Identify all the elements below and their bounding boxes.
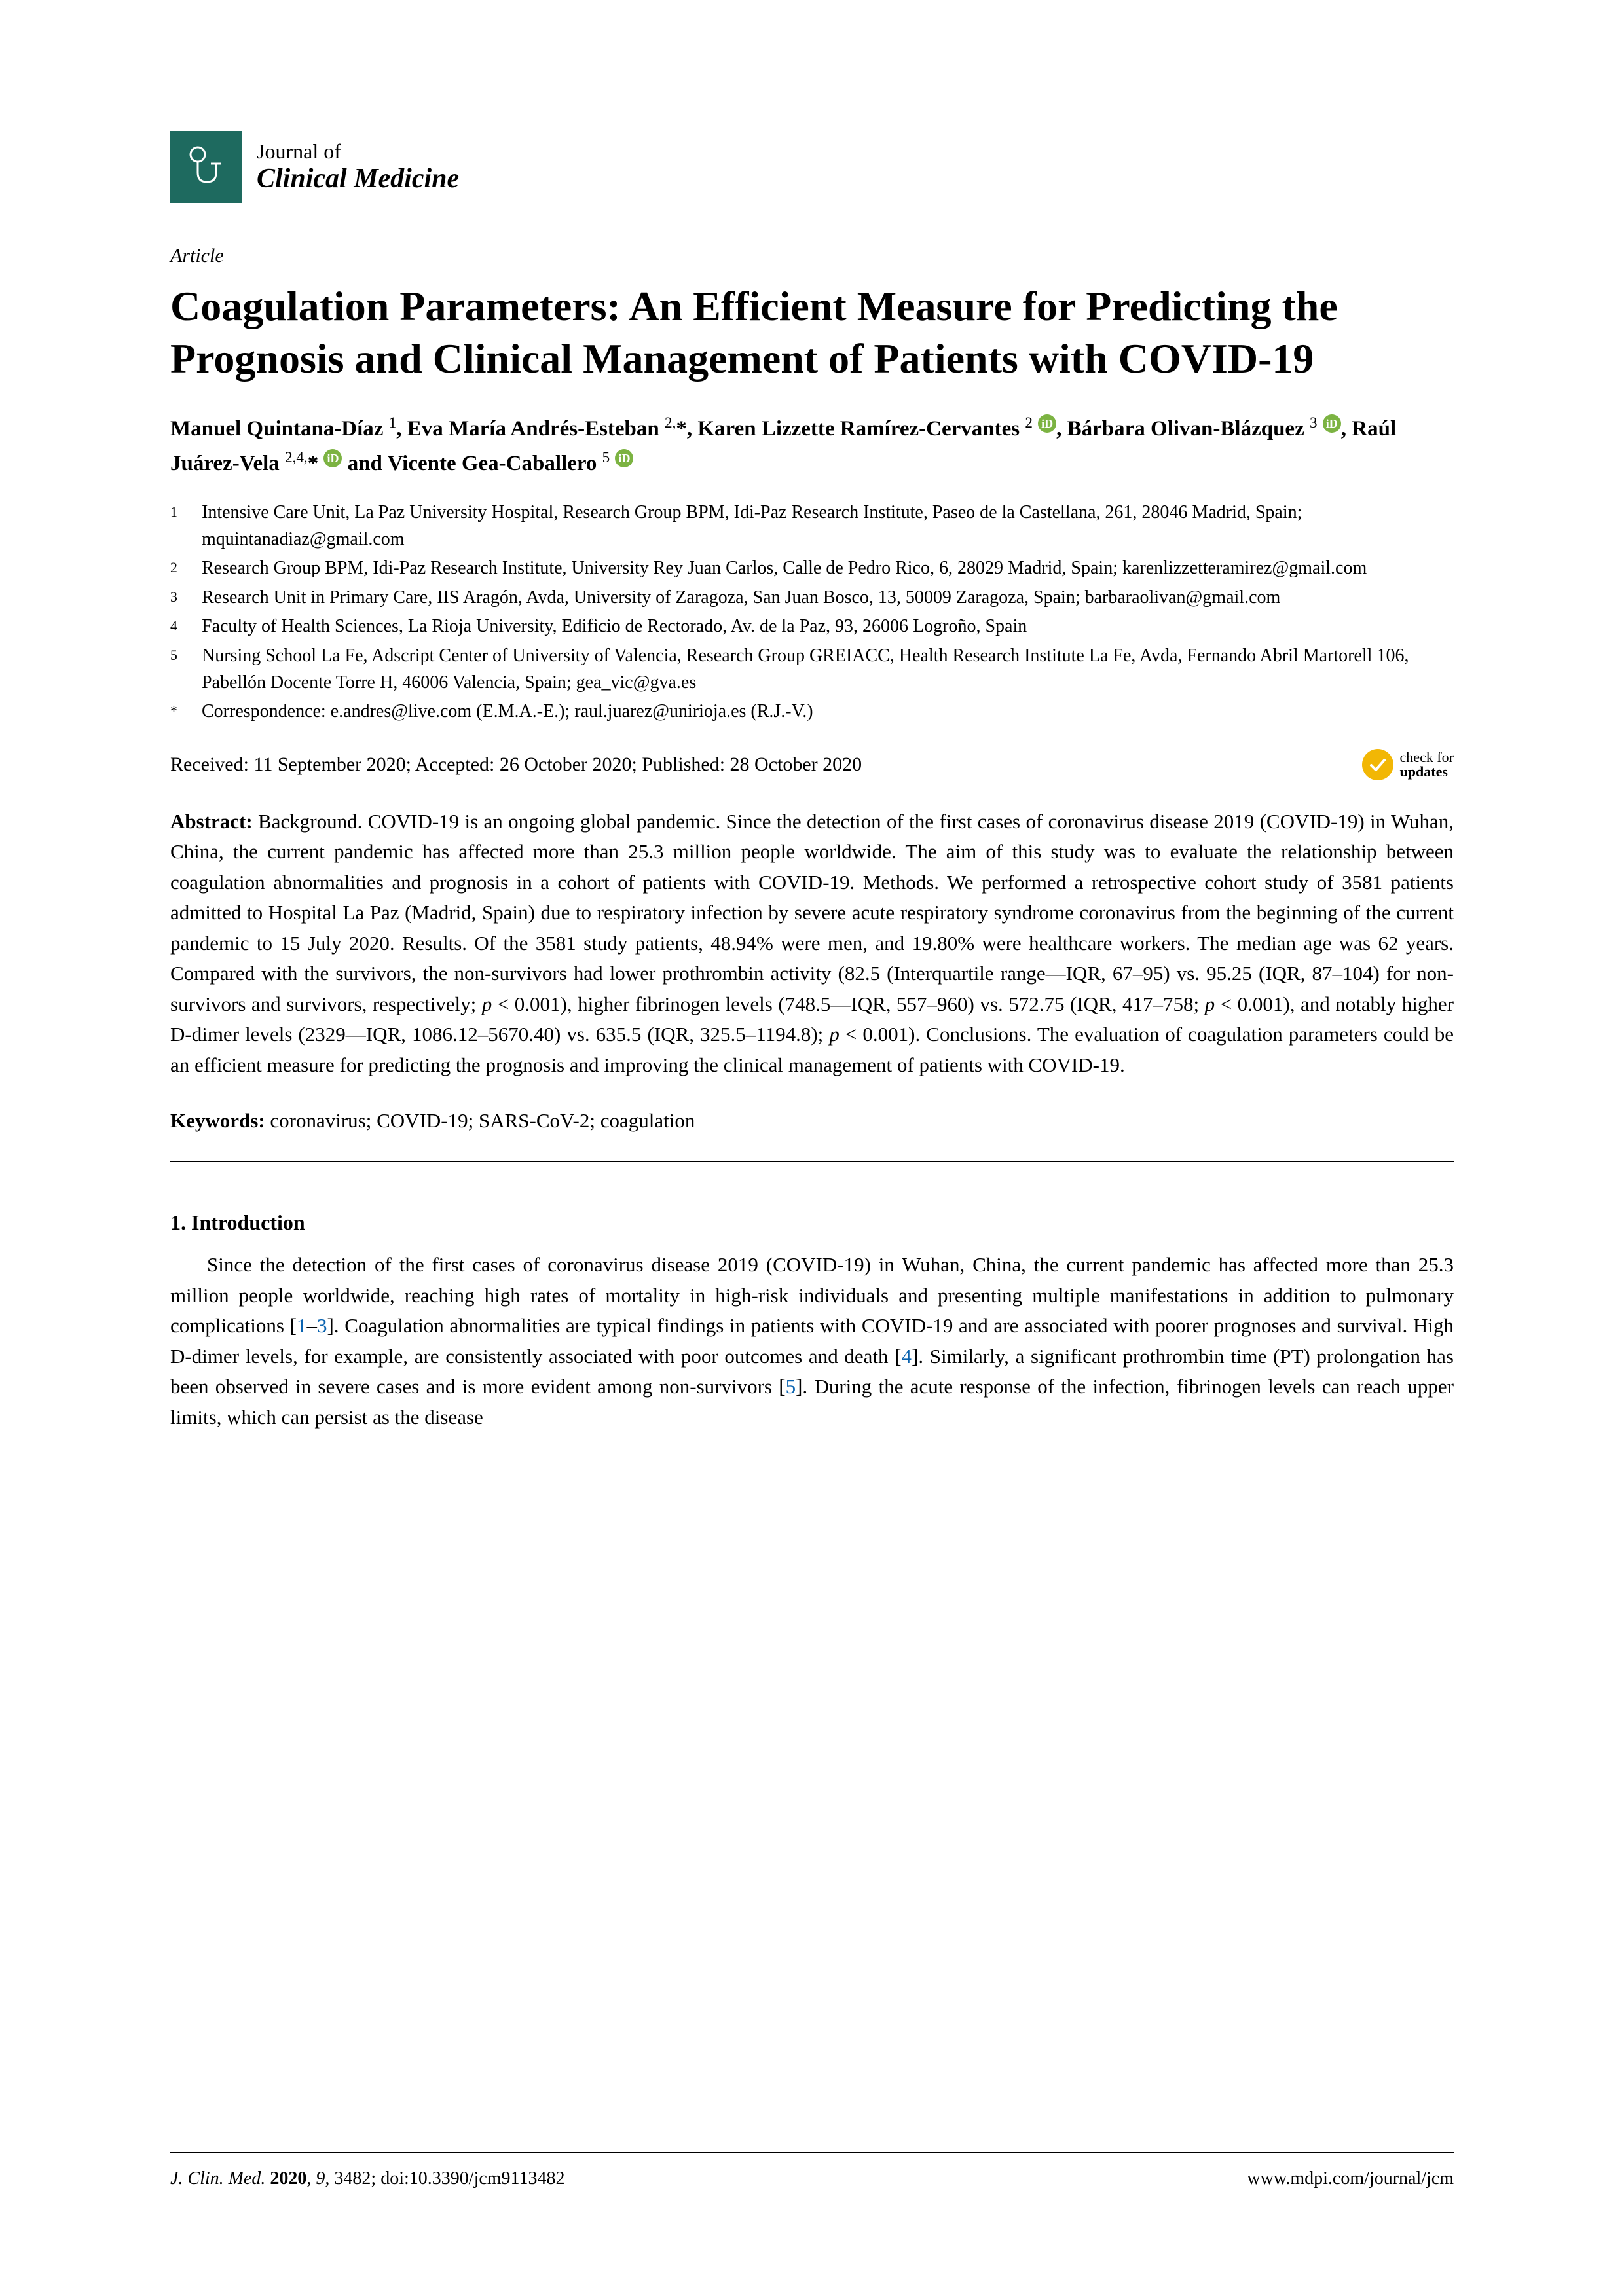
abstract: Abstract: Background. COVID-19 is an ong…: [170, 807, 1454, 1081]
affiliation-number: *: [170, 699, 190, 725]
page-footer: J. Clin. Med. 2020, 9, 3482; doi:10.3390…: [170, 2152, 1454, 2191]
journal-name: Journal of Clinical Medicine: [257, 140, 459, 193]
affiliation-text: Research Group BPM, Idi-Paz Research Ins…: [202, 555, 1454, 582]
affiliation-text: Correspondence: e.andres@live.com (E.M.A…: [202, 699, 1454, 725]
affiliation-row: 5Nursing School La Fe, Adscript Center o…: [170, 643, 1454, 696]
dates-row: Received: 11 September 2020; Accepted: 2…: [170, 749, 1454, 780]
affiliation-text: Research Unit in Primary Care, IIS Aragó…: [202, 585, 1454, 611]
keywords-label: Keywords:: [170, 1109, 265, 1132]
affiliation-text: Intensive Care Unit, La Paz University H…: [202, 500, 1454, 553]
abstract-text: Background. COVID-19 is an ongoing globa…: [170, 810, 1454, 1076]
orcid-icon: iD: [1323, 414, 1341, 433]
introduction-paragraph: Since the detection of the first cases o…: [170, 1250, 1454, 1432]
journal-name-line1: Journal of: [257, 140, 459, 163]
check-updates-label: check for updates: [1400, 750, 1454, 779]
affiliation-row: 2 Research Group BPM, Idi-Paz Research In…: [170, 555, 1454, 582]
citation-link[interactable]: 4: [902, 1345, 912, 1368]
journal-name-line2: Clinical Medicine: [257, 164, 459, 194]
section-heading: 1. Introduction: [170, 1208, 1454, 1237]
citation-link[interactable]: 1: [297, 1314, 307, 1337]
affiliations-block: 1Intensive Care Unit, La Paz University …: [170, 500, 1454, 725]
article-title: Coagulation Parameters: An Efficient Mea…: [170, 280, 1454, 385]
affiliation-row: 4 Faculty of Health Sciences, La Rioja Un…: [170, 613, 1454, 640]
affiliation-row: 1Intensive Care Unit, La Paz University …: [170, 500, 1454, 553]
affiliation-row: 3 Research Unit in Primary Care, IIS Arag…: [170, 585, 1454, 611]
affiliation-number: 1: [170, 500, 190, 553]
publication-dates: Received: 11 September 2020; Accepted: 2…: [170, 751, 862, 778]
journal-logo-icon: [170, 131, 242, 203]
citation-link[interactable]: 3: [317, 1314, 327, 1337]
affiliation-number: 2: [170, 555, 190, 582]
keywords-text: coronavirus; COVID-19; SARS-CoV-2; coagu…: [270, 1109, 695, 1132]
affiliation-number: 5: [170, 643, 190, 696]
authors-list: Manuel Quintana-Díaz 1, Eva María Andrés…: [170, 411, 1454, 480]
affiliation-number: 3: [170, 585, 190, 611]
orcid-icon: iD: [323, 449, 342, 467]
affiliation-text: Nursing School La Fe, Adscript Center of…: [202, 643, 1454, 696]
check-updates-icon: [1362, 749, 1393, 780]
abstract-label: Abstract:: [170, 810, 253, 833]
footer-citation: J. Clin. Med. 2020, 9, 3482; doi:10.3390…: [170, 2166, 565, 2191]
check-for-updates-button[interactable]: check for updates: [1362, 749, 1454, 780]
affiliation-row: * Correspondence: e.andres@live.com (E.M.…: [170, 699, 1454, 725]
affiliation-number: 4: [170, 613, 190, 640]
orcid-icon: iD: [1038, 414, 1056, 433]
affiliation-text: Faculty of Health Sciences, La Rioja Uni…: [202, 613, 1454, 640]
orcid-icon: iD: [615, 449, 633, 467]
divider: [170, 1161, 1454, 1162]
keywords: Keywords: coronavirus; COVID-19; SARS-Co…: [170, 1106, 1454, 1135]
footer-url[interactable]: www.mdpi.com/journal/jcm: [1247, 2166, 1454, 2191]
journal-header: Journal of Clinical Medicine: [170, 131, 1454, 203]
article-type: Article: [170, 242, 1454, 270]
citation-link[interactable]: 5: [786, 1375, 796, 1398]
